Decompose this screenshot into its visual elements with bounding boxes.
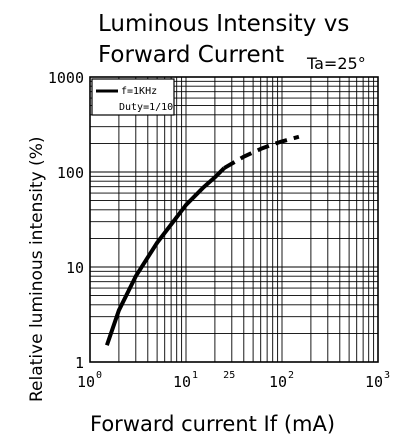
y-axis-label: Relative luminous intensity (%)	[27, 137, 47, 402]
x-tick-exponent: 3	[384, 370, 390, 381]
plot-frame	[89, 76, 379, 363]
x-tick-label: 10	[365, 373, 383, 391]
condition-label: Ta=25°	[306, 54, 366, 73]
y-tick-label: 10	[66, 259, 84, 277]
curves	[105, 134, 300, 346]
y-tick-label: 1000	[48, 69, 84, 87]
legend-entry-duty: Duty=1/10	[119, 102, 173, 113]
chart-title-line-2: Forward Current	[98, 42, 284, 68]
x-tick-label: 10	[269, 373, 287, 391]
x-tick-exponent: 2	[288, 370, 294, 381]
legend-box	[91, 78, 175, 116]
x-tick-exponent: 1	[192, 370, 198, 381]
y-tick-label: 1	[75, 354, 84, 372]
x-tick-label: 10	[77, 373, 95, 391]
y-tick-label: 100	[57, 164, 84, 182]
x-tick-exponent: 0	[96, 370, 102, 381]
x-annotation-label: 25	[223, 370, 235, 381]
legend-entry-frequency: f=1KHz	[121, 86, 157, 97]
chart-title-line-1: Luminous Intensity vs	[98, 11, 349, 37]
x-axis-label: Forward current If (mA)	[90, 412, 335, 436]
series-line-solid	[105, 166, 226, 346]
x-tick-label: 10	[173, 373, 191, 391]
legend: f=1KHz Duty=1/10	[91, 78, 175, 116]
series-line-dashed	[223, 134, 300, 170]
grid	[89, 76, 379, 363]
